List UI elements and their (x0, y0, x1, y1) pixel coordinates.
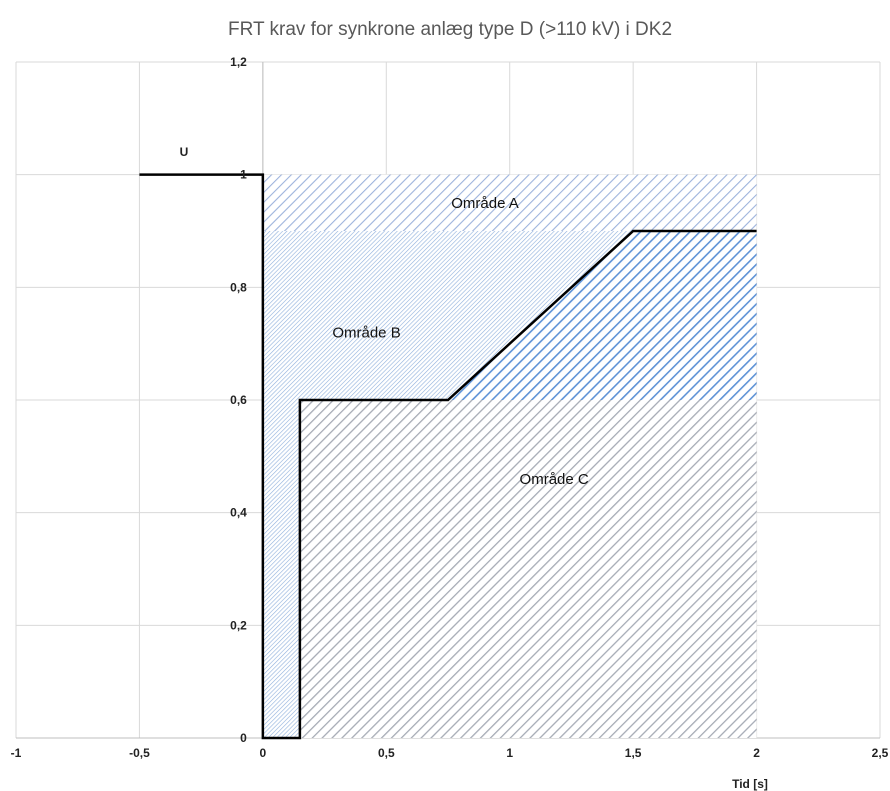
x-tick-label-5: 1,5 (625, 746, 642, 760)
y-tick-label-2: 0,4 (230, 506, 247, 520)
x-tick-label-0: -1 (11, 746, 22, 760)
x-tick-label-7: 2,5 (872, 746, 889, 760)
y-tick-label-0: 0 (240, 731, 247, 745)
x-tick-label-3: 0,5 (378, 746, 395, 760)
region-3 (448, 231, 757, 400)
x-tick-label-2: 0 (260, 746, 267, 760)
region-0 (262, 174, 757, 231)
y-tick-label-6: 1,2 (230, 55, 247, 69)
y-tick-label-1: 0,2 (230, 618, 247, 632)
x-tick-label-6: 2 (753, 746, 760, 760)
region-label-2: Område C (520, 471, 589, 488)
x-tick-label-4: 1 (506, 746, 513, 760)
series (139, 173, 757, 740)
y-tick-label-5: 1 (240, 168, 247, 182)
region-label-0: Område A (451, 195, 519, 212)
y-tick-label-4: 0,8 (230, 280, 247, 294)
region-label-1: Område B (332, 324, 400, 341)
y-tick-label-3: 0,6 (230, 393, 247, 407)
chart-title: FRT krav for synkrone anlæg type D (>110… (228, 19, 672, 40)
x-axis-label: Tid [s] (732, 777, 768, 791)
y-axis-label: U (180, 145, 189, 159)
region-1 (262, 231, 634, 738)
tick-labels: -1 -0,5 0 0,5 1 1,5 2 2,5 0 0,2 0,4 0,6 0,8 1 1,2 (11, 55, 889, 760)
series-line-0 (139, 173, 757, 740)
region-labels: Område A Område B Område C (332, 195, 589, 488)
regions (262, 174, 757, 738)
region-2 (299, 400, 757, 738)
x-tick-label-1: -0,5 (129, 746, 150, 760)
